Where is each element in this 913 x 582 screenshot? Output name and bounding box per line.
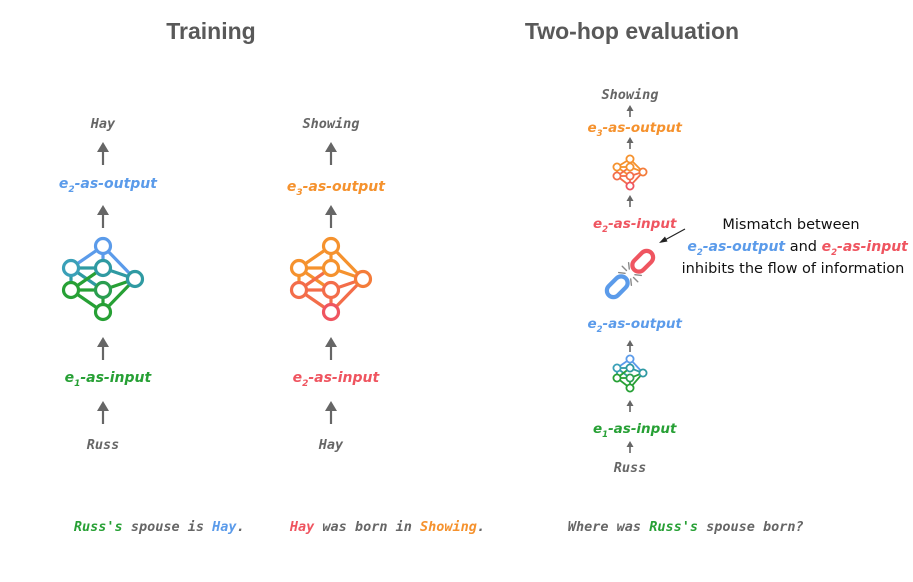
up-arrow-icon (97, 337, 109, 360)
up-arrow-icon (325, 401, 337, 424)
e3-as-output-label: e3-as-output (555, 120, 706, 139)
up-arrow-icon (626, 105, 634, 117)
sentence-part: Hay (211, 519, 237, 535)
e1-as-input-label: e1-as-input (30, 370, 175, 389)
sentence-part: spouse born? (698, 519, 804, 535)
up-arrow-icon (626, 137, 634, 149)
input-entity-label: Russ (614, 460, 647, 476)
evaluation-question: Where was Russ's spouse born? (511, 519, 844, 535)
up-arrow-icon (97, 205, 109, 228)
e2-as-output-label: e2-as-output (555, 316, 706, 335)
e1-as-input-label: e1-as-input (560, 421, 700, 440)
training-sentence-right: Hay was born in Showing. (233, 519, 526, 535)
output-entity-label: Showing (303, 116, 360, 132)
up-arrow-icon (626, 400, 634, 412)
sentence-part: Hay (289, 519, 315, 535)
broken-link-icon (604, 248, 656, 300)
two-hop-evaluation-title: Two-hop evaluation (525, 18, 739, 44)
sentence-part: Showing (420, 519, 477, 535)
neural-network-icon (612, 154, 648, 191)
annotation-line-3: inhibits the flow of information (682, 261, 905, 277)
neural-network-icon (612, 354, 648, 393)
sentence-part: . (477, 519, 485, 535)
up-arrow-icon (97, 142, 109, 165)
neural-network-icon (61, 236, 145, 322)
input-entity-label: Hay (318, 437, 344, 453)
e2-as-output-label: e2-as-output (25, 176, 182, 195)
annotation-arrow (659, 228, 686, 243)
up-arrow-icon (626, 340, 634, 352)
e3-as-output-label: e3-as-output (253, 179, 410, 198)
output-entity-label: Hay (90, 116, 116, 132)
up-arrow-icon (626, 195, 634, 207)
e2-as-input-label: e2-as-input (560, 216, 700, 235)
evaluation-column: Showing e3-as-output (511, 87, 913, 535)
training-left-column: Hay e2-as-output (17, 116, 285, 535)
training-sentence-left: Russ's spouse is Hay. (17, 519, 285, 535)
input-entity-label: Russ (87, 437, 120, 453)
up-arrow-icon (626, 441, 634, 453)
neural-network-icon (289, 236, 373, 322)
training-right-column: Showing e3-as-output (233, 116, 526, 535)
up-arrow-icon (97, 401, 109, 424)
sentence-part: spouse is (123, 519, 212, 535)
e2-as-input-label: e2-as-input (258, 370, 403, 389)
sentence-part: . (236, 519, 244, 535)
annotation-line-2: e2-as-output and e2-as-input (655, 239, 913, 258)
sentence-part: was born in (314, 519, 420, 535)
training-title: Training (166, 18, 255, 44)
output-entity-label: Showing (602, 87, 659, 103)
sentence-part: Russ's (74, 519, 123, 535)
up-arrow-icon (325, 337, 337, 360)
up-arrow-icon (325, 205, 337, 228)
annotation-line-1: Mismatch between (722, 217, 859, 233)
sentence-part: Russ's (649, 519, 698, 535)
sentence-part: Where was (568, 519, 649, 535)
up-arrow-icon (325, 142, 337, 165)
